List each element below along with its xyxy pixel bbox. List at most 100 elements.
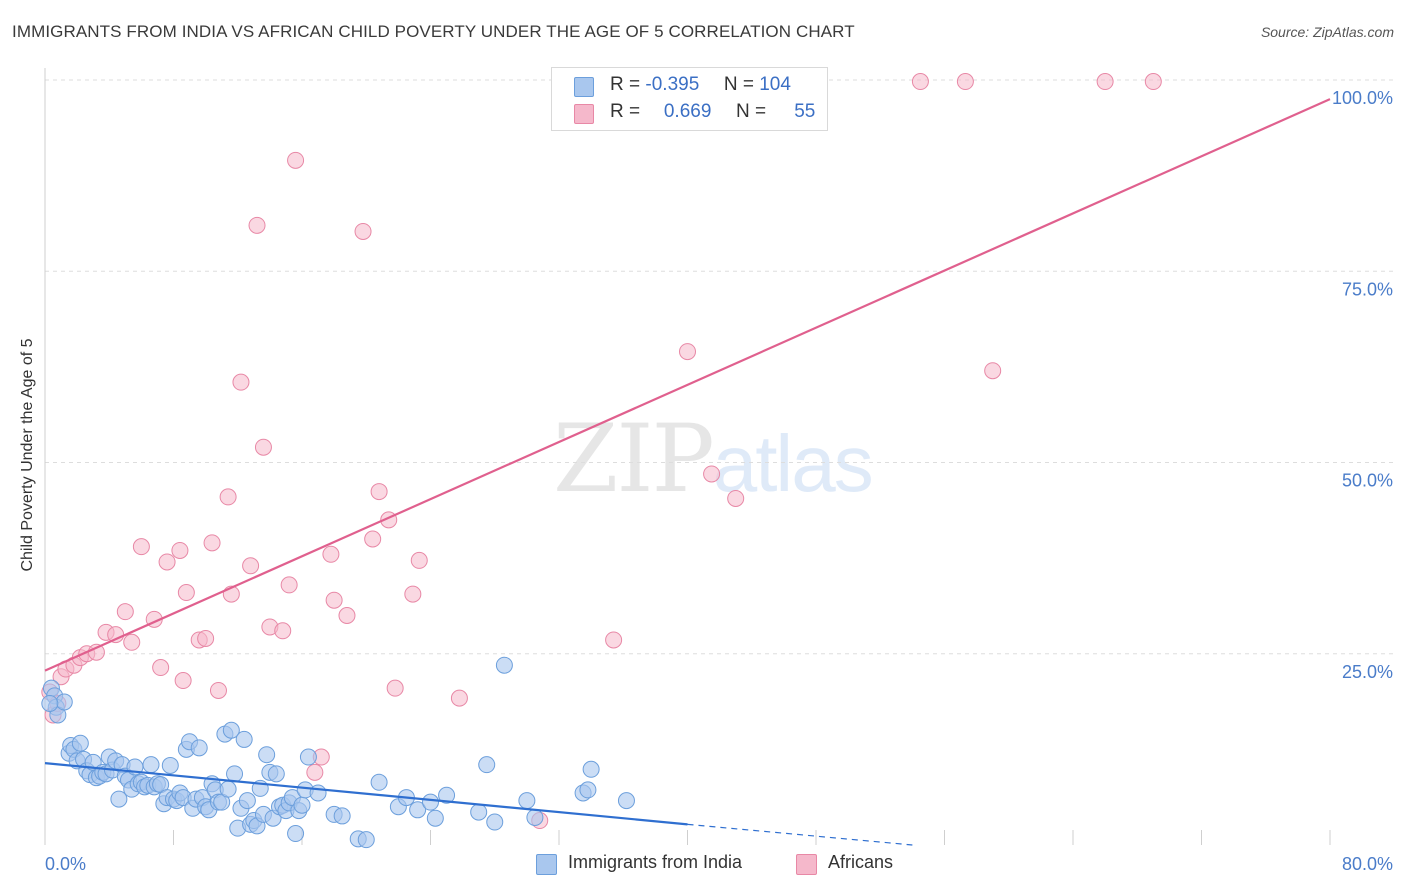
india-point: [142, 756, 160, 774]
india-point: [438, 786, 456, 804]
y-tick-label: 75.0%: [1342, 279, 1393, 299]
india-point: [526, 808, 544, 826]
india-point: [299, 748, 317, 766]
r-label: R =: [610, 74, 641, 95]
n-value-africans: 55: [794, 101, 816, 122]
india-point: [222, 721, 240, 739]
africans-point: [410, 551, 428, 569]
africans-point: [132, 538, 150, 556]
n-label: N =: [735, 101, 767, 122]
africans-point: [306, 763, 324, 781]
africans-point: [152, 659, 170, 677]
india-point: [55, 693, 73, 711]
africans-point: [703, 465, 721, 483]
india-points: [41, 656, 635, 849]
r-label: R =: [610, 101, 641, 122]
africans-point: [450, 689, 468, 707]
africans-point: [322, 545, 340, 563]
x-tick-label: 80.0%: [1342, 854, 1393, 874]
africans-point: [1096, 73, 1114, 91]
africans-swatch: [574, 104, 594, 124]
africans-point: [203, 534, 221, 552]
correlation-legend: R = -0.395 N = 104 R = 0.669 N = 55: [551, 67, 828, 131]
india-point: [226, 765, 244, 783]
chart-title: IMMIGRANTS FROM INDIA VS AFRICAN CHILD P…: [12, 22, 855, 41]
africans-point: [338, 607, 356, 624]
africans-point: [254, 438, 272, 456]
africans-point: [197, 629, 215, 647]
india-point: [478, 756, 496, 774]
africans-point: [287, 151, 305, 169]
india-point: [309, 784, 327, 802]
india-point: [495, 656, 513, 674]
africans-legend-swatch: [796, 854, 817, 875]
india-point: [287, 825, 305, 843]
india-point: [617, 792, 635, 810]
africans-point: [219, 488, 237, 506]
africans-trendline: [44, 98, 1331, 672]
africans-point: [232, 373, 250, 391]
africans-point: [404, 585, 422, 603]
tick-labels: 25.0% 50.0% 75.0% 100.0% 0.0% 80.0%: [45, 88, 1393, 874]
watermark-zip: ZIP: [553, 405, 715, 514]
africans-point: [274, 622, 292, 640]
africans-point: [158, 553, 176, 571]
africans-point: [956, 73, 974, 91]
africans-point: [386, 679, 404, 697]
india-point: [71, 734, 89, 752]
africans-point: [679, 343, 696, 361]
africans-legend-label: Africans: [828, 852, 894, 872]
africans-point: [177, 584, 195, 602]
africans-point: [280, 576, 298, 594]
africans-point: [242, 557, 260, 575]
india-point: [579, 781, 597, 799]
source-label: Source: ZipAtlas.com: [1260, 24, 1394, 40]
trendlines: [44, 98, 1331, 846]
n-label: N =: [723, 74, 754, 95]
y-tick-label: 100.0%: [1332, 88, 1393, 108]
india-point: [190, 739, 208, 757]
africans-point: [116, 603, 134, 621]
africans-point: [1144, 73, 1162, 91]
r-value-africans: 0.669: [663, 101, 712, 122]
africans-point: [248, 216, 266, 234]
y-tick-label: 50.0%: [1342, 471, 1393, 491]
africans-point: [209, 681, 227, 699]
india-legend-label: Immigrants from India: [568, 852, 743, 872]
india-point: [357, 831, 375, 849]
india-swatch: [574, 77, 594, 97]
india-point: [110, 790, 128, 808]
india-point: [267, 765, 285, 783]
india-point: [293, 796, 311, 814]
africans-point: [605, 631, 623, 649]
india-trendline: [44, 762, 688, 826]
africans-point: [727, 489, 745, 507]
africans-point: [171, 541, 189, 559]
india-point: [41, 694, 59, 712]
india-point: [518, 792, 536, 810]
india-point: [426, 809, 444, 827]
india-legend-swatch: [536, 854, 557, 875]
india-point: [235, 730, 253, 748]
africans-points: [41, 73, 1162, 830]
africans-point: [325, 591, 343, 609]
y-tick-label: 25.0%: [1342, 662, 1393, 682]
n-value-india: 104: [759, 74, 791, 95]
x-tick-label: 0.0%: [45, 854, 86, 874]
africans-point: [364, 530, 382, 548]
india-point: [161, 756, 179, 774]
india-point: [370, 773, 388, 791]
india-point: [333, 807, 351, 825]
india-point: [409, 801, 427, 819]
africans-point: [911, 73, 929, 91]
india-point: [258, 746, 276, 764]
india-point: [422, 793, 439, 811]
africans-point: [123, 633, 141, 651]
india-point: [470, 803, 488, 821]
india-point: [238, 792, 256, 810]
india-point: [582, 760, 600, 778]
r-value-india: -0.395: [645, 74, 700, 95]
india-point: [486, 813, 504, 831]
africans-point: [174, 672, 192, 690]
